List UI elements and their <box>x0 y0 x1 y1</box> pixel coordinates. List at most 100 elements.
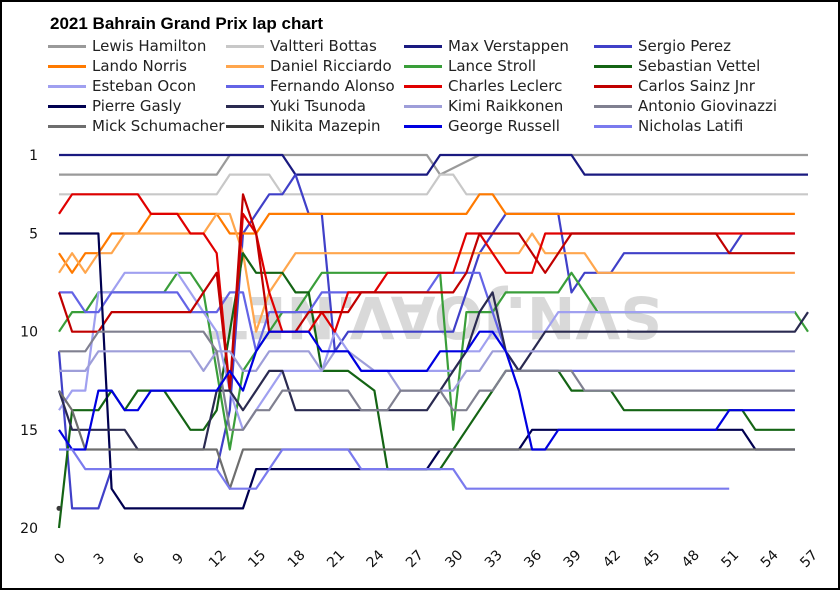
x-tick-label: 3 <box>91 550 109 568</box>
series-point-nikita-mazepin <box>56 505 62 511</box>
legend-swatch <box>404 44 442 48</box>
chart-title: 2021 Bahrain Grand Prix lap chart <box>50 14 324 33</box>
series-line-antonio-giovinazzi <box>59 330 795 431</box>
x-tick-label: 42 <box>600 547 624 571</box>
legend-item-sebastian-vettel: Sebastian Vettel <box>594 56 760 76</box>
series-line-mick-schumacher <box>58 389 795 490</box>
legend-label: Pierre Gasly <box>92 97 182 115</box>
legend-item-daniel-ricciardo: Daniel Ricciardo <box>226 56 392 76</box>
series-line-carlos-sainz-jnr <box>57 193 795 392</box>
legend-item-sergio-perez: Sergio Perez <box>594 36 731 56</box>
legend-swatch <box>404 84 442 88</box>
y-tick-label: 20 <box>20 521 38 537</box>
legend-label: Esteban Ocon <box>92 77 197 95</box>
legend-item-fernando-alonso: Fernando Alonso <box>226 76 395 96</box>
x-tick-label: 24 <box>364 547 388 571</box>
y-tick-label: 15 <box>20 423 38 439</box>
legend-swatch <box>226 64 264 68</box>
legend-swatch <box>226 124 264 128</box>
legend-item-carlos-sainz-jnr: Carlos Sainz Jnr <box>594 76 755 96</box>
x-tick-label: 27 <box>403 547 427 571</box>
series-line-kimi-raikkonen <box>59 350 795 392</box>
legend-swatch <box>48 104 86 108</box>
legend-swatch <box>594 104 632 108</box>
y-tick-label: 5 <box>29 227 38 243</box>
legend-swatch <box>594 64 632 68</box>
legend-label: Lance Stroll <box>448 57 537 75</box>
legend-swatch <box>594 84 632 88</box>
legend-item-max-verstappen: Max Verstappen <box>404 36 569 56</box>
legend-swatch <box>48 44 86 48</box>
legend-label: Carlos Sainz Jnr <box>638 77 755 95</box>
legend-item-lando-norris: Lando Norris <box>48 56 187 76</box>
legend-item-antonio-giovinazzi: Antonio Giovinazzi <box>594 96 777 116</box>
x-tick-label: 18 <box>285 547 309 571</box>
legend-swatch <box>48 64 86 68</box>
x-tick-label: 0 <box>51 550 69 568</box>
legend-label: Antonio Giovinazzi <box>638 97 778 115</box>
x-tick-label: 15 <box>245 547 269 571</box>
legend-swatch <box>48 84 86 88</box>
x-tick-label: 36 <box>521 547 545 571</box>
legend-label: Charles Leclerc <box>448 77 563 95</box>
legend-item-lewis-hamilton: Lewis Hamilton <box>48 36 206 56</box>
legend-label: Max Verstappen <box>448 37 569 55</box>
legend-label: Nicholas Latifi <box>638 117 744 135</box>
legend-label: Lando Norris <box>92 57 187 75</box>
series-line-nicholas-latifi <box>59 448 730 490</box>
x-tick-label: 48 <box>679 547 703 571</box>
legend-item-mick-schumacher: Mick Schumacher <box>48 116 225 136</box>
legend-label: Mick Schumacher <box>92 117 225 135</box>
legend-swatch <box>226 84 264 88</box>
legend-item-lance-stroll: Lance Stroll <box>404 56 536 76</box>
y-tick-label: 10 <box>20 325 38 341</box>
x-tick-label: 9 <box>170 550 188 568</box>
legend-label: Sebastian Vettel <box>638 57 761 75</box>
series-line-daniel-ricciardo <box>58 212 795 333</box>
legend-swatch <box>594 124 632 128</box>
x-tick-label: 54 <box>758 547 782 571</box>
legend-label: Valtteri Bottas <box>270 37 377 55</box>
series-line-lando-norris <box>58 193 795 274</box>
series-line-esteban-ocon <box>58 271 795 431</box>
legend-item-george-russell: George Russell <box>404 116 560 136</box>
x-tick-label: 57 <box>797 547 821 571</box>
x-tick-label: 30 <box>442 547 466 571</box>
x-tick-label: 12 <box>206 547 230 571</box>
legend-label: Lewis Hamilton <box>92 37 207 55</box>
y-tick-label: 1 <box>29 148 38 164</box>
series-line-max-verstappen <box>59 153 808 176</box>
series-lines <box>56 153 809 529</box>
legend-swatch <box>226 104 264 108</box>
legend-swatch <box>594 44 632 48</box>
legend-label: Kimi Raikkonen <box>448 97 564 115</box>
legend-item-nicholas-latifi: Nicholas Latifi <box>594 116 743 136</box>
x-tick-label: 45 <box>640 547 664 571</box>
legend-label: Daniel Ricciardo <box>270 57 392 75</box>
legend-swatch <box>404 64 442 68</box>
series-line-valtteri-bottas <box>59 173 808 196</box>
series-line-george-russell <box>58 330 795 451</box>
x-axis-ticks: 0 3 6 9 12 15 18 21 24 27 30 33 36 39 42 45 48 51 54 57 <box>51 547 821 571</box>
legend-label: Fernando Alonso <box>270 77 395 95</box>
series-line-lewis-hamilton <box>59 153 808 176</box>
legend-label: Yuki Tsunoda <box>270 97 366 115</box>
legend-label: Nikita Mazepin <box>270 117 381 135</box>
legend-item-pierre-gasly: Pierre Gasly <box>48 96 182 116</box>
legend-swatch <box>404 104 442 108</box>
legend-label: George Russell <box>448 117 560 135</box>
legend-swatch <box>226 44 264 48</box>
legend-label: Sergio Perez <box>638 37 731 55</box>
x-tick-label: 21 <box>324 547 348 571</box>
legend-item-esteban-ocon: Esteban Ocon <box>48 76 196 96</box>
legend-item-kimi-raikkonen: Kimi Raikkonen <box>404 96 563 116</box>
x-tick-label: 39 <box>561 547 585 571</box>
x-tick-label: 6 <box>130 550 148 568</box>
legend-item-charles-leclerc: Charles Leclerc <box>404 76 562 96</box>
x-tick-label: 33 <box>482 547 506 571</box>
legend-item-yuki-tsunoda: Yuki Tsunoda <box>226 96 366 116</box>
legend-item-valtteri-bottas: Valtteri Bottas <box>226 36 377 56</box>
